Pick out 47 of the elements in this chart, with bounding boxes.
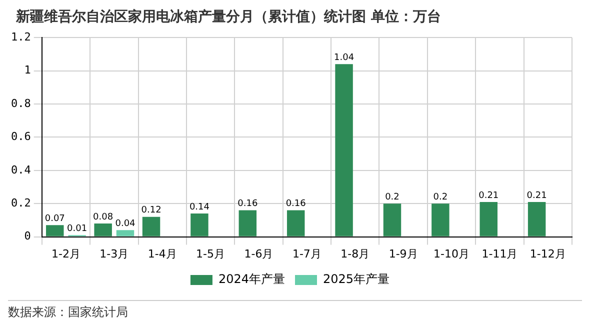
x-tick-label: 1-9月 xyxy=(388,247,418,260)
source-note: 数据来源：国家统计局 xyxy=(8,300,582,321)
data-label: 0.2 xyxy=(385,192,400,202)
bar xyxy=(190,214,208,236)
bar xyxy=(238,210,257,236)
x-tick-label: 1-7月 xyxy=(292,247,322,260)
bar xyxy=(94,224,112,236)
legend-label: 2024年产量 xyxy=(218,272,286,286)
data-label: 0.21 xyxy=(526,190,547,201)
data-label: 0.08 xyxy=(93,212,114,222)
bar xyxy=(142,216,160,236)
bar xyxy=(46,225,64,236)
data-label: 0.01 xyxy=(67,224,88,234)
data-label: 0.14 xyxy=(189,202,210,212)
y-tick-label: 0.6 xyxy=(10,130,31,144)
bar xyxy=(528,202,546,236)
data-label: 1.04 xyxy=(334,53,354,64)
bar xyxy=(116,230,134,236)
y-tick-label: 0.8 xyxy=(10,96,31,110)
y-tick-label: 1 xyxy=(24,64,31,77)
legend-label: 2025年产量 xyxy=(323,272,390,286)
bar xyxy=(383,204,402,236)
y-tick-label: 0 xyxy=(24,230,31,243)
data-label: 0.07 xyxy=(44,214,65,224)
x-tick-label: 1-3月 xyxy=(100,247,129,260)
data-label: 0.16 xyxy=(286,199,306,210)
x-tick-label: 1-2月 xyxy=(51,247,80,260)
y-tick-label: 0.4 xyxy=(10,163,32,176)
data-label: 0.21 xyxy=(478,190,499,201)
data-label: 0.12 xyxy=(141,206,162,216)
bar xyxy=(480,202,498,236)
chart-title: 新疆维吾尔自治区家用电冰箱产量分月（累计值）统计图 单位：万台 xyxy=(16,8,442,26)
bar xyxy=(286,210,305,236)
x-tick-label: 1-11月 xyxy=(482,247,518,260)
bar xyxy=(432,204,450,236)
bar xyxy=(335,64,353,236)
y-tick-label: 0.2 xyxy=(10,196,31,210)
data-label: 0.04 xyxy=(115,219,136,230)
data-label: 0.2 xyxy=(433,192,448,202)
x-tick-label: 1-4月 xyxy=(148,247,177,260)
x-tick-label: 1-12月 xyxy=(530,247,566,260)
x-tick-label: 1-10月 xyxy=(434,247,470,260)
y-tick-label: 1.2 xyxy=(10,30,31,44)
x-tick-label: 1-8月 xyxy=(340,247,370,260)
x-tick-label: 1-5月 xyxy=(196,247,226,260)
x-tick-label: 1-6月 xyxy=(244,247,274,260)
data-label: 0.16 xyxy=(238,199,258,210)
